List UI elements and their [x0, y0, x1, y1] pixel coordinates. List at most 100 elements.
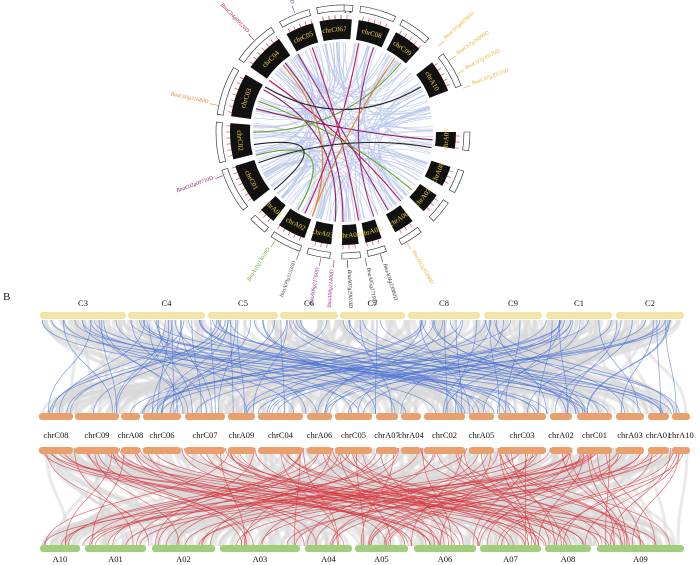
bottom-bar-label: A09	[633, 554, 648, 564]
chromosome-block-chrC03	[231, 74, 263, 120]
chromosome-block-chrA09	[434, 132, 456, 149]
top-bar-label: C3	[78, 298, 88, 308]
middle-upper-bar-chrA04	[401, 413, 421, 420]
gene-label: BnaC07g39570D	[464, 48, 501, 71]
middle-upper-bar-chrC01	[577, 413, 612, 420]
outer-track-chrA07	[428, 199, 449, 222]
circos-highlight-links	[252, 43, 433, 223]
middle-bar-label: chrC09	[84, 430, 109, 440]
bottom-bar-A04	[305, 545, 352, 552]
middle-upper-bar-chrC09	[75, 413, 119, 420]
middle-bar-label: chrA08	[118, 430, 144, 440]
middle-bar-label: chrA04	[398, 430, 424, 440]
chromosome-label: chrA09	[441, 128, 451, 150]
middle-upper-bar-chrC05	[335, 413, 372, 420]
middle-upper-bar-chrA03	[616, 413, 644, 420]
middle-upper-bar-chrA05	[469, 413, 494, 420]
circos-chromosome-ring: chrC07chrC08chrC09chrA10chrA09chrA08chrA…	[226, 15, 460, 249]
synteny-upper-links	[41, 319, 680, 415]
outer-track-chrC01	[221, 168, 249, 211]
outer-track-chrA06	[398, 226, 422, 246]
top-bar-C6	[280, 312, 338, 319]
synteny-lower-links	[41, 447, 685, 547]
chromosome-block-chrC01	[235, 159, 270, 202]
gene-label: BnaC03g31680D	[170, 91, 209, 105]
synteny-chromosome-labels: C3 C4 C5 C6 C7 C8 C9 C1 C2 chrC08 chrC09 chrA08 chrC…	[43, 298, 693, 564]
top-bar-C1	[546, 312, 612, 319]
gene-label: BnaA10g13610D	[246, 247, 271, 283]
top-bar-label: C1	[574, 298, 584, 308]
top-bar-label: C4	[162, 298, 173, 308]
middle-bar-label: chrC08	[43, 430, 68, 440]
bottom-bar-label: A05	[374, 554, 389, 564]
bottom-bar-A02	[152, 545, 215, 552]
middle-upper-bar-chrA09	[228, 413, 255, 420]
chromosome-block-chrA01	[261, 196, 286, 222]
middle-lower-bar-chrA08	[121, 447, 140, 454]
bottom-bar-label: A08	[561, 554, 576, 564]
chromosome-block-chrA10	[416, 62, 449, 98]
chromosome-block-chrC02	[230, 123, 253, 160]
top-bar-C7	[340, 312, 405, 319]
chromosome-block-chrA04	[342, 224, 359, 245]
chromosome-label: chrC02	[235, 130, 245, 152]
top-bar-C5	[208, 312, 278, 319]
middle-bar-label: chrA05	[469, 430, 495, 440]
gene-label: BnaA02g35990D	[410, 250, 434, 286]
chromosome-block-chrA05	[361, 219, 382, 243]
gene-label: BnaC07g39990D	[455, 30, 490, 57]
outer-track-chrA03	[306, 247, 331, 259]
chromosome-block-chrA02	[278, 208, 312, 239]
middle-lower-bar-chrC08	[39, 447, 73, 454]
middle-lower-bar-chrA04	[401, 447, 421, 454]
middle-bar-label: chrA02	[548, 430, 574, 440]
middle-lower-bar-chrA06	[307, 447, 332, 454]
outer-track-chrA08	[448, 169, 465, 194]
middle-lower-bar-chrC05	[335, 447, 372, 454]
middle-lower-bar-chrA02	[550, 447, 572, 454]
middle-upper-bar-chrC06	[143, 413, 181, 420]
bottom-bar-label: A03	[253, 554, 268, 564]
outer-track-chrC09	[399, 19, 430, 44]
outer-track-chrC06	[316, 4, 345, 14]
middle-upper-bar-chrA08	[121, 413, 140, 420]
middle-lower-bar-chrA01	[648, 447, 669, 454]
chromosome-block-chrA06	[385, 205, 413, 233]
chromosome-block-chrC08	[355, 20, 390, 48]
outer-track-chrA04	[341, 251, 362, 260]
top-bar-C3	[40, 312, 126, 319]
bottom-bar-label: A04	[321, 554, 336, 564]
gene-label: BnaA08g21400D	[326, 269, 336, 308]
outer-track-chrA01	[250, 214, 269, 233]
middle-lower-bar-chrC01	[577, 447, 612, 454]
middle-bar-label: chrC07	[192, 430, 217, 440]
middle-lower-bar-chrC03	[498, 447, 546, 454]
bottom-bar-label: A01	[108, 554, 123, 564]
middle-upper-bar-chrC03	[498, 413, 546, 420]
middle-bar-label: chrA01	[646, 430, 672, 440]
chromosome-block-chrA03	[310, 221, 334, 245]
gene-label: BnaC04g09120D	[219, 2, 251, 35]
panel-a-circos: A chrC07chrC08chrC09chrA10chrA09chrA08ch…	[170, 0, 510, 308]
middle-lower-bar-chrC09	[75, 447, 119, 454]
synteny-chromosome-bars	[39, 312, 690, 552]
gene-label: BnaC07g40390D	[442, 10, 475, 41]
chromosome-label: chrC06	[322, 25, 344, 35]
top-bar-label: C7	[368, 298, 378, 308]
gene-label: BnaA07g29010D	[346, 270, 353, 308]
outer-track-chrA09	[462, 131, 471, 152]
top-bar-C9	[484, 312, 542, 319]
bottom-bar-A09	[597, 545, 684, 552]
panel-b-letter: B	[3, 291, 10, 303]
middle-bar-label: chrC06	[149, 430, 174, 440]
bottom-bar-A03	[220, 545, 300, 552]
middle-bar-label: chrC02	[432, 430, 457, 440]
middle-bar-label: chrA06	[307, 430, 333, 440]
chromosome-block-chrC04	[250, 38, 291, 79]
bottom-bar-A08	[545, 545, 591, 552]
middle-lower-bar-chrA03	[616, 447, 644, 454]
middle-bar-label: chrC05	[341, 430, 366, 440]
top-bar-C8	[408, 312, 480, 319]
middle-upper-bar-chrA06	[307, 413, 332, 420]
